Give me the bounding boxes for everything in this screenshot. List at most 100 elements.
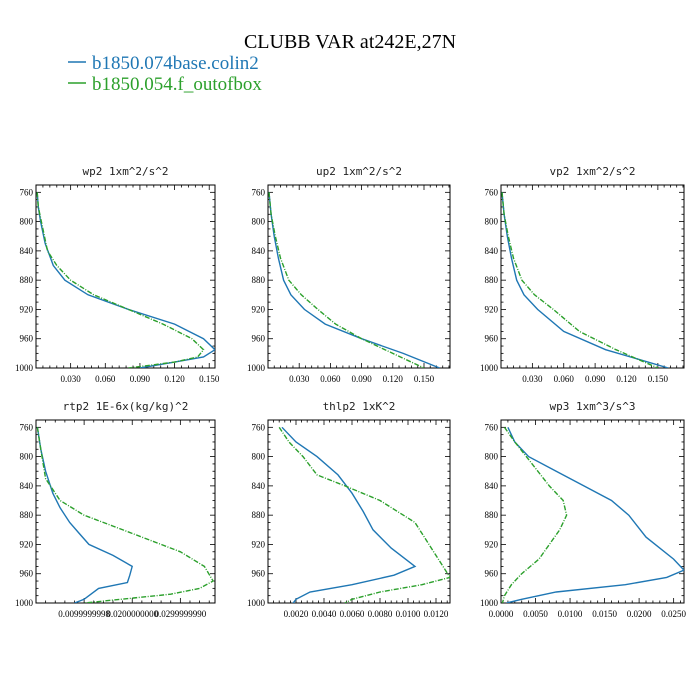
- x-tick-label: 0.0200: [627, 609, 652, 619]
- panel-title: wp2 1xm^2/s^2: [82, 165, 168, 178]
- x-tick-label: 0.150: [648, 374, 669, 384]
- x-tick-label: 0.0200000000: [106, 609, 158, 619]
- plot-frame: [35, 419, 216, 604]
- panel-title: up2 1xm^2/s^2: [316, 165, 402, 178]
- panels: wp2 1xm^2/s^2 760 800 840 880 920 960 1000 0.030…: [15, 165, 687, 619]
- y-tick-label: 760: [20, 187, 34, 197]
- y-tick-label: 840: [20, 246, 34, 256]
- x-tick-label: 0.090: [130, 374, 151, 384]
- series-line-0: [501, 192, 669, 368]
- y-tick-label: 840: [20, 481, 34, 491]
- x-tick-label: 0.090: [351, 374, 372, 384]
- y-tick-label: 880: [485, 275, 499, 285]
- x-tick-label: 0.0150: [592, 609, 617, 619]
- y-tick-label: 760: [252, 422, 266, 432]
- series-line-1: [268, 192, 425, 368]
- y-tick-label: 960: [485, 334, 499, 344]
- series-line-1: [501, 192, 659, 368]
- x-tick-label: 0.0080: [368, 609, 393, 619]
- x-tick-label: 0.030: [289, 374, 310, 384]
- x-tick-label: 0.0000: [489, 609, 514, 619]
- x-tick-label: 0.030: [61, 374, 82, 384]
- series-line-0: [36, 192, 215, 368]
- y-tick-label: 960: [20, 334, 34, 344]
- series-line-1: [501, 426, 568, 603]
- y-tick-label: 1000: [247, 598, 266, 608]
- y-tick-label: 800: [485, 452, 499, 462]
- y-tick-label: 880: [252, 275, 266, 285]
- y-tick-label: 840: [485, 246, 499, 256]
- x-tick-label: 0.150: [199, 374, 220, 384]
- y-tick-label: 880: [252, 510, 266, 520]
- y-tick-label: 920: [485, 539, 499, 549]
- y-tick-label: 1000: [480, 598, 499, 608]
- panel-title: vp2 1xm^2/s^2: [549, 165, 635, 178]
- y-tick-label: 840: [485, 481, 499, 491]
- y-tick-label: 800: [20, 452, 34, 462]
- y-tick-label: 800: [20, 217, 34, 227]
- y-tick-label: 960: [252, 569, 266, 579]
- y-tick-label: 1000: [15, 363, 34, 373]
- x-tick-label: 0.090: [585, 374, 606, 384]
- y-tick-label: 760: [252, 187, 266, 197]
- x-tick-label: 0.0040: [312, 609, 337, 619]
- y-tick-label: 880: [20, 275, 34, 285]
- panel-2: vp2 1xm^2/s^2 760 800 840 880 920 960 1000 0.030…: [480, 165, 685, 384]
- y-tick-label: 760: [485, 422, 499, 432]
- figure-title: CLUBB VAR at242E,27N: [244, 31, 456, 53]
- x-tick-label: 0.0100: [558, 609, 583, 619]
- y-tick-label: 920: [252, 539, 266, 549]
- y-tick-label: 880: [485, 510, 499, 520]
- y-tick-label: 760: [485, 187, 499, 197]
- y-tick-label: 920: [252, 304, 266, 314]
- x-tick-label: 0.120: [164, 374, 185, 384]
- panel-title: thlp2 1xK^2: [323, 400, 396, 413]
- legend: b1850.074base.colin2 b1850.054.f_outofbo…: [68, 53, 262, 95]
- x-tick-label: 0.120: [383, 374, 404, 384]
- panel-1: up2 1xm^2/s^2 760 800 840 880 920 960 1000 0.030…: [247, 165, 451, 384]
- y-tick-label: 960: [485, 569, 499, 579]
- x-tick-label: 0.150: [414, 374, 435, 384]
- x-tick-label: 0.0299999990: [154, 609, 206, 619]
- legend-label-0: b1850.074base.colin2: [92, 53, 259, 74]
- y-tick-label: 1000: [480, 363, 499, 373]
- y-tick-label: 840: [252, 481, 266, 491]
- y-tick-label: 800: [252, 452, 266, 462]
- x-tick-label: 0.060: [95, 374, 116, 384]
- y-tick-label: 880: [20, 510, 34, 520]
- x-tick-label: 0.0099999998: [58, 609, 110, 619]
- plot-frame: [500, 419, 685, 604]
- panel-3: rtp2 1E-6x(kg/kg)^2 760 800 840 880 920 960 100…: [15, 400, 216, 619]
- x-tick-label: 0.0120: [424, 609, 449, 619]
- y-tick-label: 840: [252, 246, 266, 256]
- y-tick-label: 920: [20, 539, 34, 549]
- plot-frame: [35, 184, 216, 369]
- series-line-1: [36, 192, 205, 368]
- x-tick-label: 0.030: [522, 374, 543, 384]
- x-tick-label: 0.060: [554, 374, 575, 384]
- plot-frame: [267, 184, 451, 369]
- y-tick-label: 800: [252, 217, 266, 227]
- x-tick-label: 0.0060: [340, 609, 365, 619]
- x-tick-label: 0.0100: [396, 609, 421, 619]
- series-line-0: [268, 192, 440, 368]
- x-tick-label: 0.0250: [661, 609, 686, 619]
- x-tick-label: 0.0020: [284, 609, 309, 619]
- y-tick-label: 760: [20, 422, 34, 432]
- panel-title: rtp2 1E-6x(kg/kg)^2: [63, 400, 189, 413]
- series-line-0: [506, 427, 684, 603]
- series-line-0: [281, 426, 417, 603]
- series-line-1: [36, 427, 215, 603]
- x-tick-label: 0.120: [616, 374, 637, 384]
- y-tick-label: 920: [485, 304, 499, 314]
- x-tick-label: 0.060: [320, 374, 341, 384]
- panel-0: wp2 1xm^2/s^2 760 800 840 880 920 960 1000 0.030…: [15, 165, 220, 384]
- x-tick-label: 0.0050: [523, 609, 548, 619]
- y-tick-label: 1000: [247, 363, 266, 373]
- y-tick-label: 920: [20, 304, 34, 314]
- plot-frame: [267, 419, 451, 604]
- y-tick-label: 960: [252, 334, 266, 344]
- panel-5: wp3 1xm^3/s^3 760 800 840 880 920 960 10000.000…: [480, 400, 687, 619]
